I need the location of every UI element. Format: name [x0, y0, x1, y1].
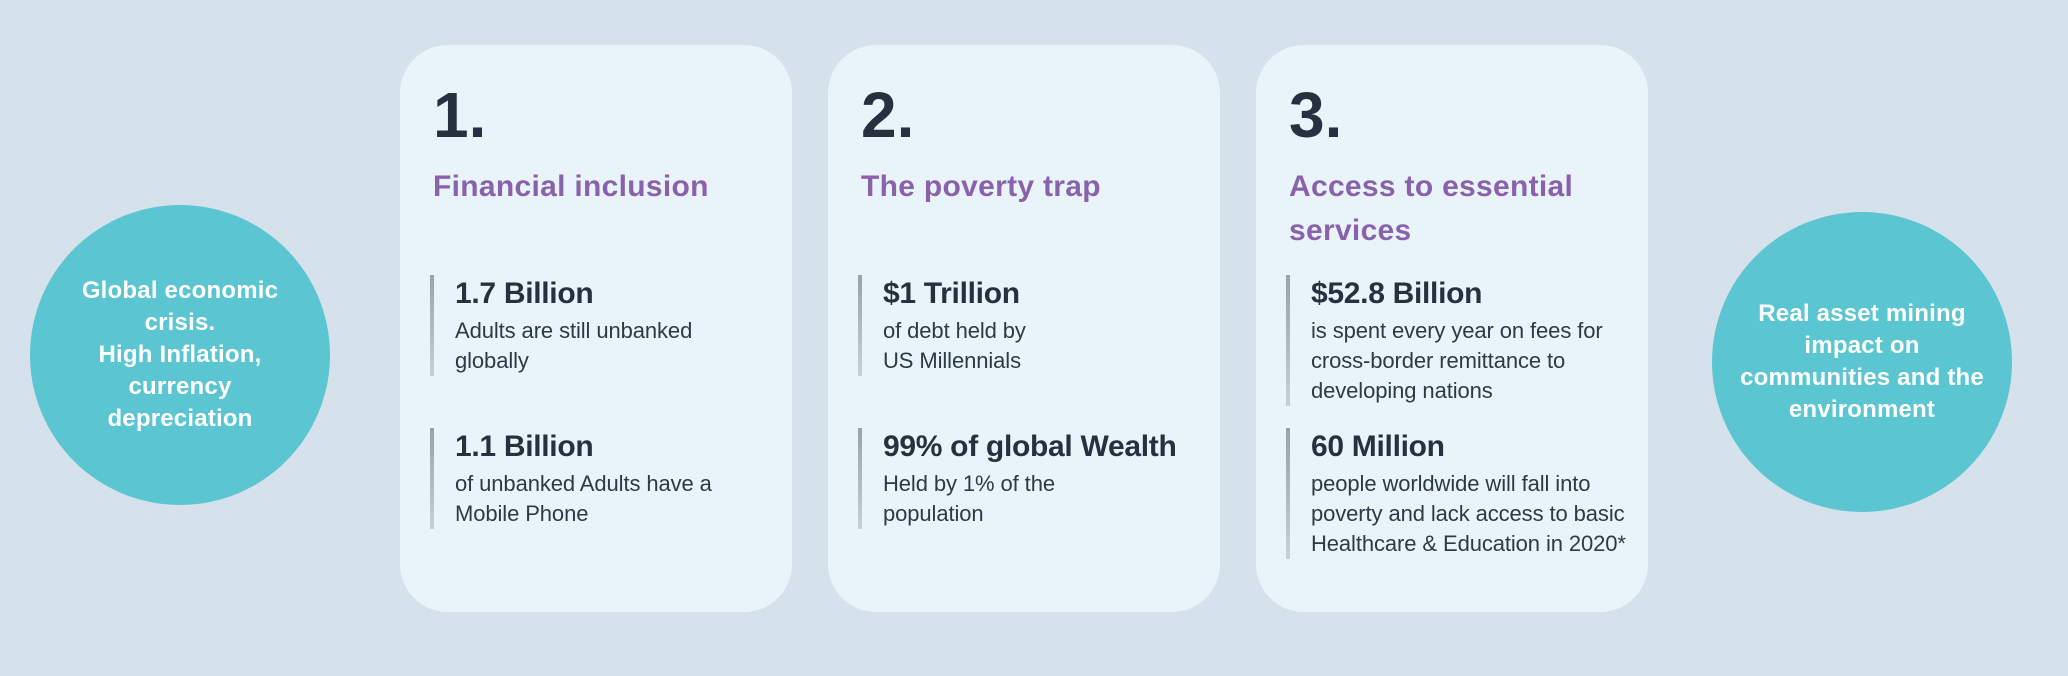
stat-description: of debt held by US Millennials: [883, 317, 1026, 373]
right-bubble-text: Real asset mining impact on communities …: [1740, 300, 1984, 423]
stat-value: $52.8 Billion: [1311, 277, 1483, 310]
card-poverty-trap: 2. The poverty trap $1 Trillion of debt …: [828, 45, 1220, 612]
stat-description: of unbanked Adults have a Mobile Phone: [455, 470, 712, 526]
stat-description: is spent every year on fees for cross-bo…: [1311, 317, 1603, 403]
stat-block: $52.8 Billion is spent every year on fee…: [1286, 275, 1630, 406]
stat-description: Held by 1% of the population: [883, 470, 1055, 526]
stat-block: 99% of global Wealth Held by 1% of the p…: [858, 428, 1202, 529]
card-title: Access to essential services: [1289, 170, 1574, 247]
card-financial-inclusion: 1. Financial inclusion 1.7 Billion Adult…: [400, 45, 792, 612]
stat-block: $1 Trillion of debt held by US Millennia…: [858, 275, 1202, 376]
card-number: 1.: [433, 79, 487, 151]
card-number: 3.: [1289, 79, 1343, 151]
left-bubble: Global economic crisis. High Inflation, …: [30, 205, 330, 505]
stat-value: $1 Trillion: [883, 277, 1020, 310]
stat-block: 60 Million people worldwide will fall in…: [1286, 428, 1630, 559]
stat-block: 1.7 Billion Adults are still unbanked gl…: [430, 275, 774, 376]
stat-value: 1.7 Billion: [455, 277, 594, 310]
stat-value: 60 Million: [1311, 430, 1445, 463]
stat-value: 99% of global Wealth: [883, 430, 1177, 463]
stat-description: people worldwide will fall into poverty …: [1311, 470, 1626, 556]
card-number: 2.: [861, 79, 915, 151]
left-bubble-text: Global economic crisis. High Inflation, …: [81, 277, 279, 432]
card-access-essential-services: 3. Access to essential services $52.8 Bi…: [1256, 45, 1648, 612]
right-bubble: Real asset mining impact on communities …: [1712, 212, 2012, 512]
stat-value: 1.1 Billion: [455, 430, 594, 463]
stat-description: Adults are still unbanked globally: [455, 317, 693, 373]
stat-block: 1.1 Billion of unbanked Adults have a Mo…: [430, 428, 774, 529]
card-title: Financial inclusion: [433, 170, 709, 203]
card-title: The poverty trap: [861, 170, 1101, 203]
